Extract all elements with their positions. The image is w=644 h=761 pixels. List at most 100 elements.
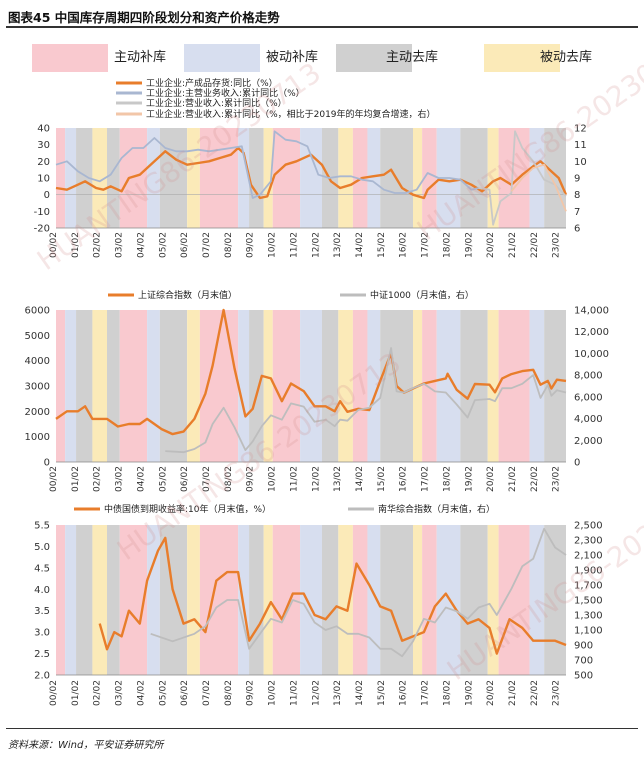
- y-tick-right: 12: [574, 124, 587, 135]
- x-tick-label: 00/02: [49, 466, 59, 492]
- y-tick-left: 2.0: [34, 671, 50, 682]
- phase-swatch-active-restock: [32, 44, 108, 72]
- phase-band: [119, 525, 148, 675]
- x-tick-label: 16/02: [399, 680, 409, 706]
- y-tick-left: 2000: [25, 407, 50, 418]
- x-tick-label: 18/02: [442, 680, 452, 706]
- phase-band: [92, 525, 107, 675]
- phase-band: [119, 128, 148, 228]
- x-tick-label: 17/02: [421, 232, 431, 258]
- x-tick-label: 11/02: [289, 680, 299, 706]
- phase-band: [272, 128, 301, 228]
- x-tick-label: 09/02: [246, 680, 256, 706]
- phase-label-active-restock: 主动补库: [114, 50, 167, 65]
- y-tick-right: 8: [574, 190, 580, 201]
- phase-band: [92, 310, 107, 462]
- x-tick-label: 06/02: [180, 680, 190, 706]
- x-tick-label: 05/02: [158, 680, 168, 706]
- phase-band: [529, 525, 545, 675]
- y-tick-left: 3000: [25, 382, 50, 393]
- y-tick-left: 5.0: [34, 542, 50, 553]
- y-tick-left: 20: [37, 157, 50, 168]
- phase-band: [65, 128, 77, 228]
- y-tick-left: 4.0: [34, 585, 50, 596]
- x-tick-label: 10/02: [268, 466, 278, 492]
- x-tick-label: 23/02: [552, 232, 562, 258]
- phase-band: [187, 525, 200, 675]
- y-tick-right: 500: [574, 671, 593, 682]
- series-line-2: [165, 347, 567, 454]
- x-tick-label: 03/02: [115, 680, 125, 706]
- phase-band: [249, 310, 264, 462]
- phase-band: [352, 310, 368, 462]
- phase-band: [300, 525, 322, 675]
- phase-band: [263, 128, 273, 228]
- series-line-4: [510, 163, 567, 212]
- phase-band: [107, 310, 120, 462]
- y-tick-right: 0: [574, 458, 580, 469]
- legend-label: 南华综合指数（月末值，右）: [378, 503, 495, 515]
- x-tick-label: 15/02: [377, 466, 387, 492]
- x-tick-label: 19/02: [464, 466, 474, 492]
- phase-band: [199, 128, 239, 228]
- x-tick-label: 00/02: [49, 680, 59, 706]
- x-tick-label: 14/02: [355, 232, 365, 258]
- y-tick-right: 1,100: [574, 626, 603, 637]
- source-note: 资料来源：Wind，平安证券研究所: [8, 740, 164, 751]
- phase-band: [147, 310, 160, 462]
- phase-band: [300, 310, 322, 462]
- x-tick-label: 16/02: [399, 466, 409, 492]
- series-line-2: [150, 527, 567, 658]
- legend-label: 工业企业:主营业务收入:累计同比（%）: [146, 87, 305, 99]
- phase-band: [338, 128, 353, 228]
- phase-band: [76, 310, 93, 462]
- y-tick-left: 6000: [25, 306, 50, 317]
- x-tick-label: 17/02: [421, 680, 431, 706]
- series-line-3: [478, 130, 567, 226]
- x-tick-label: 19/02: [464, 680, 474, 706]
- y-tick-right: 1,700: [574, 581, 603, 592]
- y-tick-right: 2,300: [574, 536, 603, 547]
- x-tick-label: 18/02: [442, 232, 452, 258]
- x-tick-label: 15/02: [377, 232, 387, 258]
- y-tick-right: 6,000: [574, 392, 603, 403]
- x-tick-label: 08/02: [224, 680, 234, 706]
- figure-title: 图表45 中国库存周期四阶段划分和资产价格走势: [8, 10, 280, 25]
- x-tick-label: 10/02: [268, 232, 278, 258]
- x-tick-label: 04/02: [136, 232, 146, 258]
- x-tick-label: 08/02: [224, 466, 234, 492]
- phase-band: [498, 310, 530, 462]
- x-tick-label: 23/02: [552, 466, 562, 492]
- phase-band: [367, 128, 381, 228]
- series-line-1: [98, 536, 567, 655]
- phase-band: [460, 128, 488, 228]
- footer-divider: [6, 728, 638, 729]
- phase-band: [107, 525, 120, 675]
- x-tick-label: 17/02: [421, 466, 431, 492]
- phase-band: [321, 525, 339, 675]
- y-tick-right: 900: [574, 641, 593, 652]
- y-tick-right: 2,000: [574, 436, 603, 447]
- phase-band: [413, 128, 423, 228]
- x-tick-label: 00/02: [49, 232, 59, 258]
- x-tick-label: 08/02: [224, 232, 234, 258]
- phase-band: [56, 128, 66, 228]
- x-tick-label: 22/02: [530, 466, 540, 492]
- x-tick-label: 18/02: [442, 466, 452, 492]
- y-tick-right: 700: [574, 656, 593, 667]
- x-tick-label: 01/02: [71, 680, 81, 706]
- phase-band: [422, 128, 437, 228]
- phase-band: [107, 128, 120, 228]
- x-tick-label: 21/02: [508, 466, 518, 492]
- y-tick-right: 2,100: [574, 551, 603, 562]
- x-tick-label: 02/02: [93, 466, 103, 492]
- x-tick-label: 04/02: [136, 680, 146, 706]
- x-tick-label: 05/02: [158, 466, 168, 492]
- y-tick-right: 7: [574, 207, 580, 218]
- y-tick-right: 1,900: [574, 566, 603, 577]
- x-tick-label: 09/02: [246, 466, 256, 492]
- phase-band: [422, 525, 437, 675]
- phase-band: [65, 525, 77, 675]
- y-tick-left: -20: [34, 224, 50, 235]
- phase-label-passive-destock: 被动去库: [540, 50, 593, 65]
